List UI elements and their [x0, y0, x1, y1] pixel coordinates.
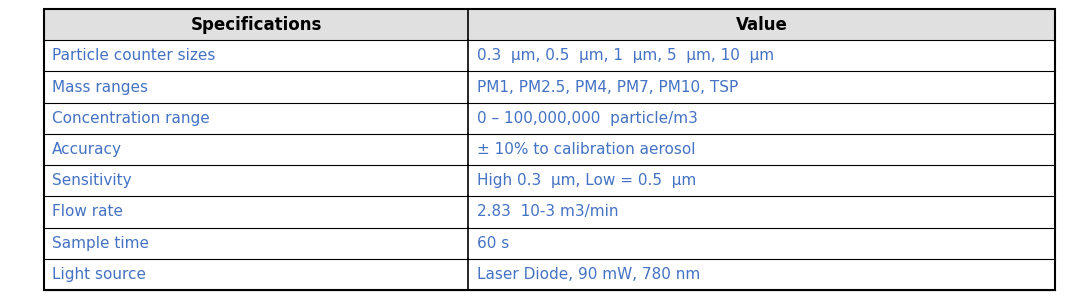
Bar — [44, 103, 1055, 134]
Bar — [44, 40, 1055, 71]
Bar — [44, 134, 1055, 165]
Bar — [44, 9, 1055, 40]
Text: Laser Diode, 90 mW, 780 nm: Laser Diode, 90 mW, 780 nm — [477, 267, 700, 282]
Text: Concentration range: Concentration range — [51, 111, 209, 126]
Bar — [44, 165, 1055, 196]
Text: 0.3  μm, 0.5  μm, 1  μm, 5  μm, 10  μm: 0.3 μm, 0.5 μm, 1 μm, 5 μm, 10 μm — [477, 48, 774, 63]
Text: Value: Value — [735, 16, 788, 33]
Text: Flow rate: Flow rate — [51, 205, 123, 219]
Text: 60 s: 60 s — [477, 236, 509, 251]
Text: Mass ranges: Mass ranges — [51, 80, 148, 94]
Text: 0 – 100,000,000  particle/m3: 0 – 100,000,000 particle/m3 — [477, 111, 697, 126]
Text: Sample time: Sample time — [51, 236, 149, 251]
Text: ± 10% to calibration aerosol: ± 10% to calibration aerosol — [477, 142, 695, 157]
Text: Accuracy: Accuracy — [51, 142, 122, 157]
Text: High 0.3  μm, Low = 0.5  μm: High 0.3 μm, Low = 0.5 μm — [477, 173, 696, 188]
Text: Particle counter sizes: Particle counter sizes — [51, 48, 215, 63]
Text: 2.83  10-3 m3/min: 2.83 10-3 m3/min — [477, 205, 618, 219]
Bar — [44, 228, 1055, 259]
Text: Specifications: Specifications — [190, 16, 322, 33]
Text: PM1, PM2.5, PM4, PM7, PM10, TSP: PM1, PM2.5, PM4, PM7, PM10, TSP — [477, 80, 738, 94]
Bar — [44, 71, 1055, 103]
Bar — [44, 196, 1055, 228]
Text: Sensitivity: Sensitivity — [51, 173, 132, 188]
Bar — [44, 259, 1055, 290]
Text: Light source: Light source — [51, 267, 146, 282]
